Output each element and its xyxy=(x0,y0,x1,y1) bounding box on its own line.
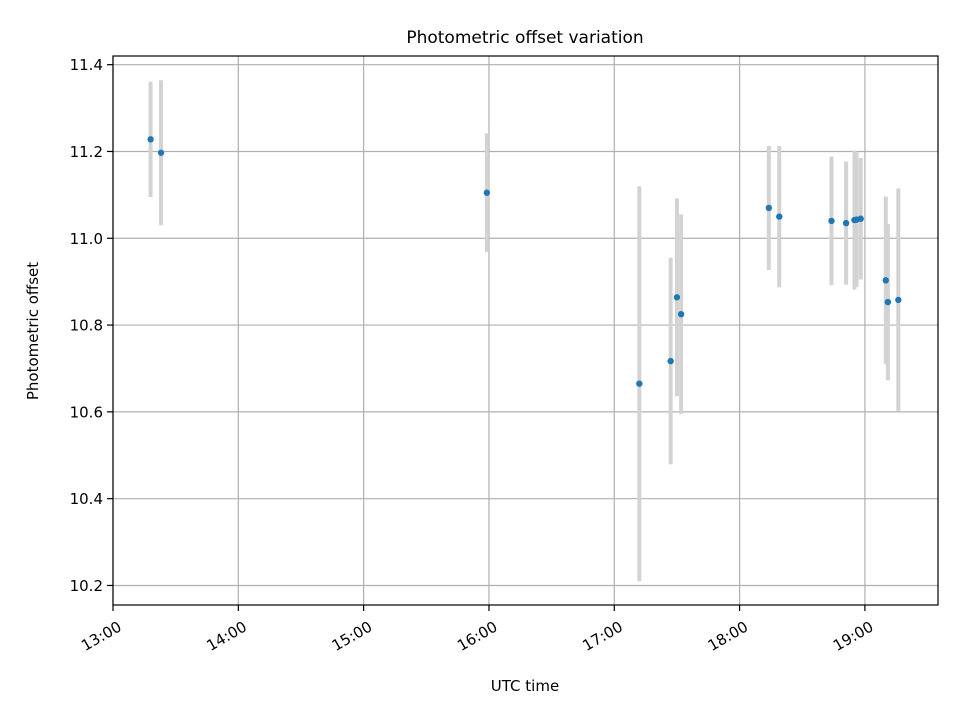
y-tick-label: 10.4 xyxy=(70,490,103,508)
data-point xyxy=(884,298,892,306)
data-point xyxy=(828,217,835,225)
x-axis-label: UTC time xyxy=(491,677,559,695)
data-point xyxy=(765,204,773,212)
data-point xyxy=(842,219,850,227)
y-tick-label: 11.2 xyxy=(70,143,103,161)
y-tick-label: 11.0 xyxy=(70,230,103,248)
data-point xyxy=(857,215,864,222)
data-point xyxy=(677,311,685,318)
data-point xyxy=(776,213,783,220)
data-point xyxy=(147,136,154,143)
data-point xyxy=(667,357,674,365)
plot-background xyxy=(113,56,938,605)
data-point xyxy=(895,296,902,304)
data-point xyxy=(636,380,643,387)
y-axis-label: Photometric offset xyxy=(24,262,42,400)
plot-frame xyxy=(112,55,939,606)
y-tick-label: 11.4 xyxy=(70,56,103,74)
data-point xyxy=(483,189,491,196)
y-axis-ticks: 10.2 10.4 10.6 10.8 11.0 11.2 11.4 xyxy=(70,56,113,595)
y-tick-label: 10.6 xyxy=(70,403,103,421)
data-point xyxy=(882,277,889,284)
data-points xyxy=(147,136,902,387)
y-tick-label: 10.8 xyxy=(70,317,103,335)
chart-title: Photometric offset variation xyxy=(406,28,643,48)
grid xyxy=(112,56,938,605)
data-point xyxy=(157,149,165,156)
y-tick-label: 10.2 xyxy=(70,577,103,595)
data-point xyxy=(673,294,681,301)
